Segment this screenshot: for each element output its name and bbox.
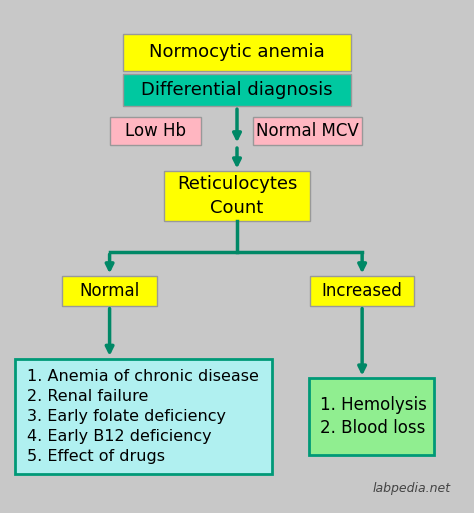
Text: 1. Anemia of chronic disease
2. Renal failure
3. Early folate deficiency
4. Earl: 1. Anemia of chronic disease 2. Renal fa… [27,369,258,464]
Text: 1. Hemolysis
2. Blood loss: 1. Hemolysis 2. Blood loss [320,396,427,438]
Text: Differential diagnosis: Differential diagnosis [141,81,333,99]
FancyBboxPatch shape [62,276,157,306]
Text: Normal MCV: Normal MCV [256,122,359,140]
FancyBboxPatch shape [123,34,351,71]
Text: labpedia.net: labpedia.net [373,482,451,496]
FancyBboxPatch shape [253,116,362,145]
FancyBboxPatch shape [15,359,272,475]
FancyBboxPatch shape [310,276,414,306]
Text: Increased: Increased [322,282,402,300]
Text: Low Hb: Low Hb [125,122,186,140]
FancyBboxPatch shape [309,379,434,455]
FancyBboxPatch shape [109,116,201,145]
Text: Normocytic anemia: Normocytic anemia [149,43,325,61]
Text: Normal: Normal [80,282,140,300]
Text: Reticulocytes
Count: Reticulocytes Count [177,175,297,216]
FancyBboxPatch shape [123,74,351,106]
FancyBboxPatch shape [164,171,310,221]
